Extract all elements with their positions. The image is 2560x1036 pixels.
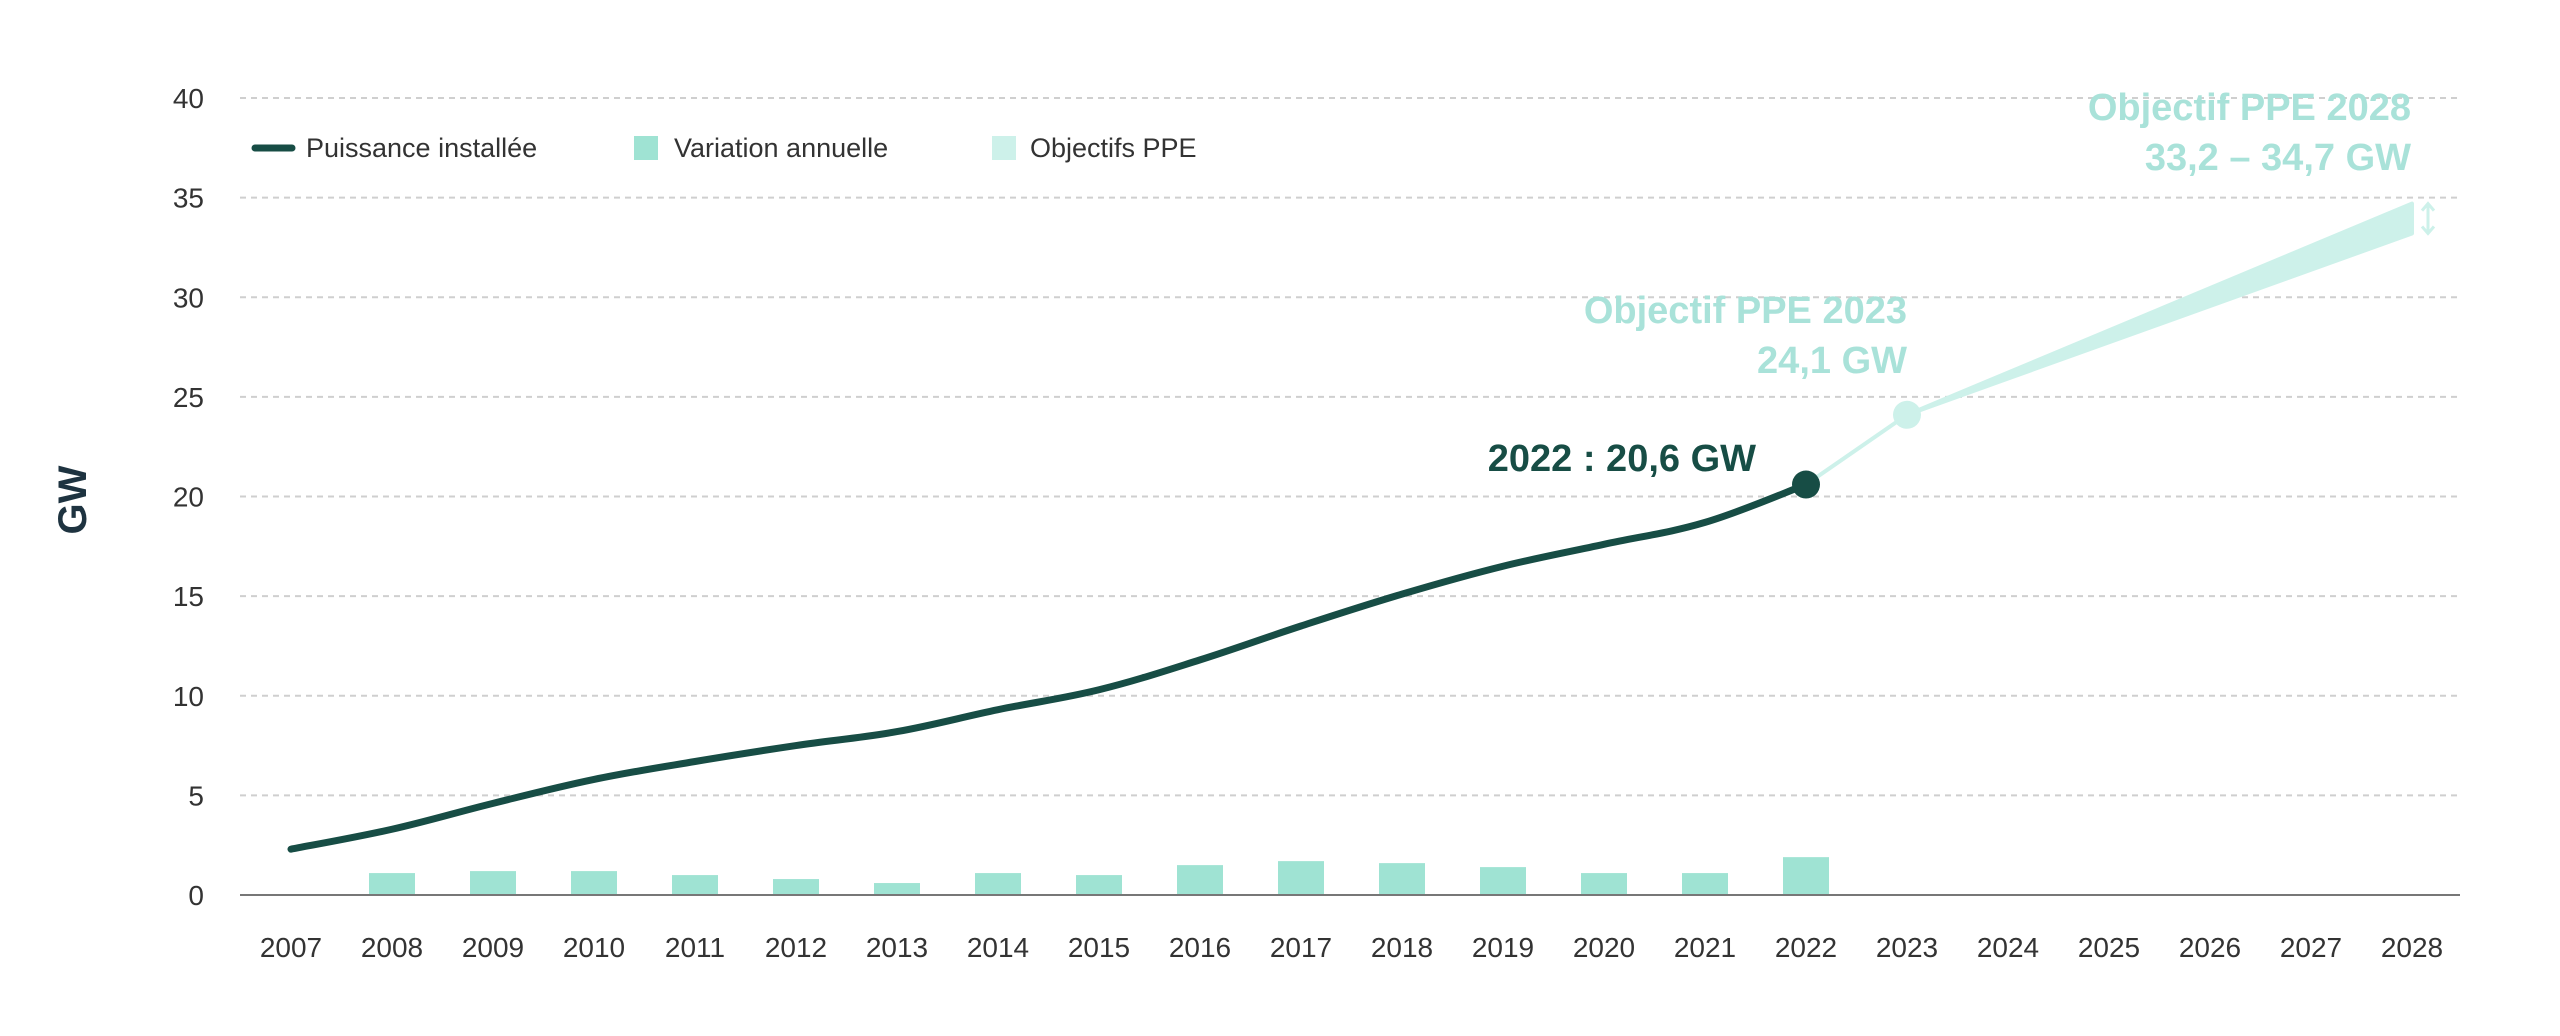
annotation-ppe2028-title: Objectif PPE 2028 — [2088, 87, 2411, 129]
legend-label-installed: Puissance installée — [306, 133, 537, 163]
legend-bar-swatch — [634, 136, 658, 160]
x-tick-label: 2011 — [665, 932, 725, 963]
variation-bar — [571, 871, 617, 895]
x-tick-label: 2008 — [361, 932, 423, 963]
y-tick-label: 30 — [173, 282, 204, 313]
variation-bar — [369, 873, 415, 895]
x-tick-label: 2010 — [563, 932, 625, 963]
x-tick-label: 2012 — [765, 932, 827, 963]
point-2022 — [1792, 470, 1820, 499]
legend: Puissance installée Variation annuelle O… — [251, 133, 1197, 163]
legend-objective-swatch — [992, 136, 1016, 160]
y-tick-label: 15 — [173, 581, 204, 612]
x-tick-label: 2022 — [1775, 932, 1837, 963]
y-axis-ticks: 0 5 10 15 20 25 30 35 40 — [173, 83, 204, 911]
y-tick-label: 0 — [188, 880, 204, 911]
objective-2023-point — [1893, 400, 1921, 429]
variation-bar — [1076, 875, 1122, 895]
variation-bar — [874, 883, 920, 895]
y-tick-label: 20 — [173, 482, 204, 513]
annotation-ppe2023-title: Objectif PPE 2023 — [1584, 290, 1907, 332]
x-axis-ticks: 2007 2008 2009 2010 2011 2012 2013 2014 2015 2016… — [260, 932, 2443, 963]
x-tick-label: 2024 — [1977, 932, 2039, 963]
objective-band — [1804, 201, 2414, 487]
x-tick-label: 2009 — [462, 932, 524, 963]
y-axis-label: GW — [51, 465, 95, 534]
variation-bar — [1278, 861, 1324, 895]
objective-range-arrow-up — [2420, 201, 2436, 212]
x-tick-label: 2023 — [1876, 932, 1938, 963]
variation-bar — [470, 871, 516, 895]
variation-bar — [1379, 863, 1425, 895]
legend-label-objectives: Objectifs PPE — [1030, 133, 1197, 163]
variation-bar — [1581, 873, 1627, 895]
variation-bar — [672, 875, 718, 895]
installed-capacity-line — [287, 481, 1810, 853]
annotation-ppe2028-value: 33,2 – 34,7 GW — [2145, 137, 2411, 179]
variation-bar — [1783, 857, 1829, 895]
x-tick-label: 2020 — [1573, 932, 1635, 963]
ppe-objective-band — [1804, 201, 2436, 487]
variation-bar — [1682, 873, 1728, 895]
annual-variation-bars — [369, 857, 1829, 895]
x-tick-label: 2007 — [260, 932, 322, 963]
x-tick-label: 2025 — [2078, 932, 2140, 963]
objective-range-arrow-down — [2420, 225, 2436, 236]
x-tick-label: 2018 — [1371, 932, 1433, 963]
variation-bar — [1177, 865, 1223, 895]
variation-bar — [1480, 867, 1526, 895]
x-tick-label: 2017 — [1270, 932, 1332, 963]
x-tick-label: 2014 — [967, 932, 1029, 963]
legend-label-variation: Variation annuelle — [674, 133, 888, 163]
installed-capacity-line-group — [287, 470, 1820, 853]
y-tick-label: 25 — [173, 382, 204, 413]
x-tick-label: 2016 — [1169, 932, 1231, 963]
x-tick-label: 2015 — [1068, 932, 1130, 963]
x-tick-label: 2019 — [1472, 932, 1534, 963]
gridlines — [240, 97, 2460, 797]
variation-bar — [975, 873, 1021, 895]
annotation-ppe2023-value: 24,1 GW — [1757, 340, 1907, 382]
annotation-2022: 2022 : 20,6 GW — [1488, 438, 1756, 480]
y-tick-label: 5 — [188, 780, 204, 811]
x-tick-label: 2021 — [1674, 932, 1736, 963]
x-tick-label: 2026 — [2179, 932, 2241, 963]
y-tick-label: 40 — [173, 83, 204, 114]
variation-bar — [773, 879, 819, 895]
x-tick-label: 2013 — [866, 932, 928, 963]
x-tick-label: 2027 — [2280, 932, 2342, 963]
y-tick-label: 35 — [173, 183, 204, 214]
x-tick-label: 2028 — [2381, 932, 2443, 963]
y-tick-label: 10 — [173, 681, 204, 712]
